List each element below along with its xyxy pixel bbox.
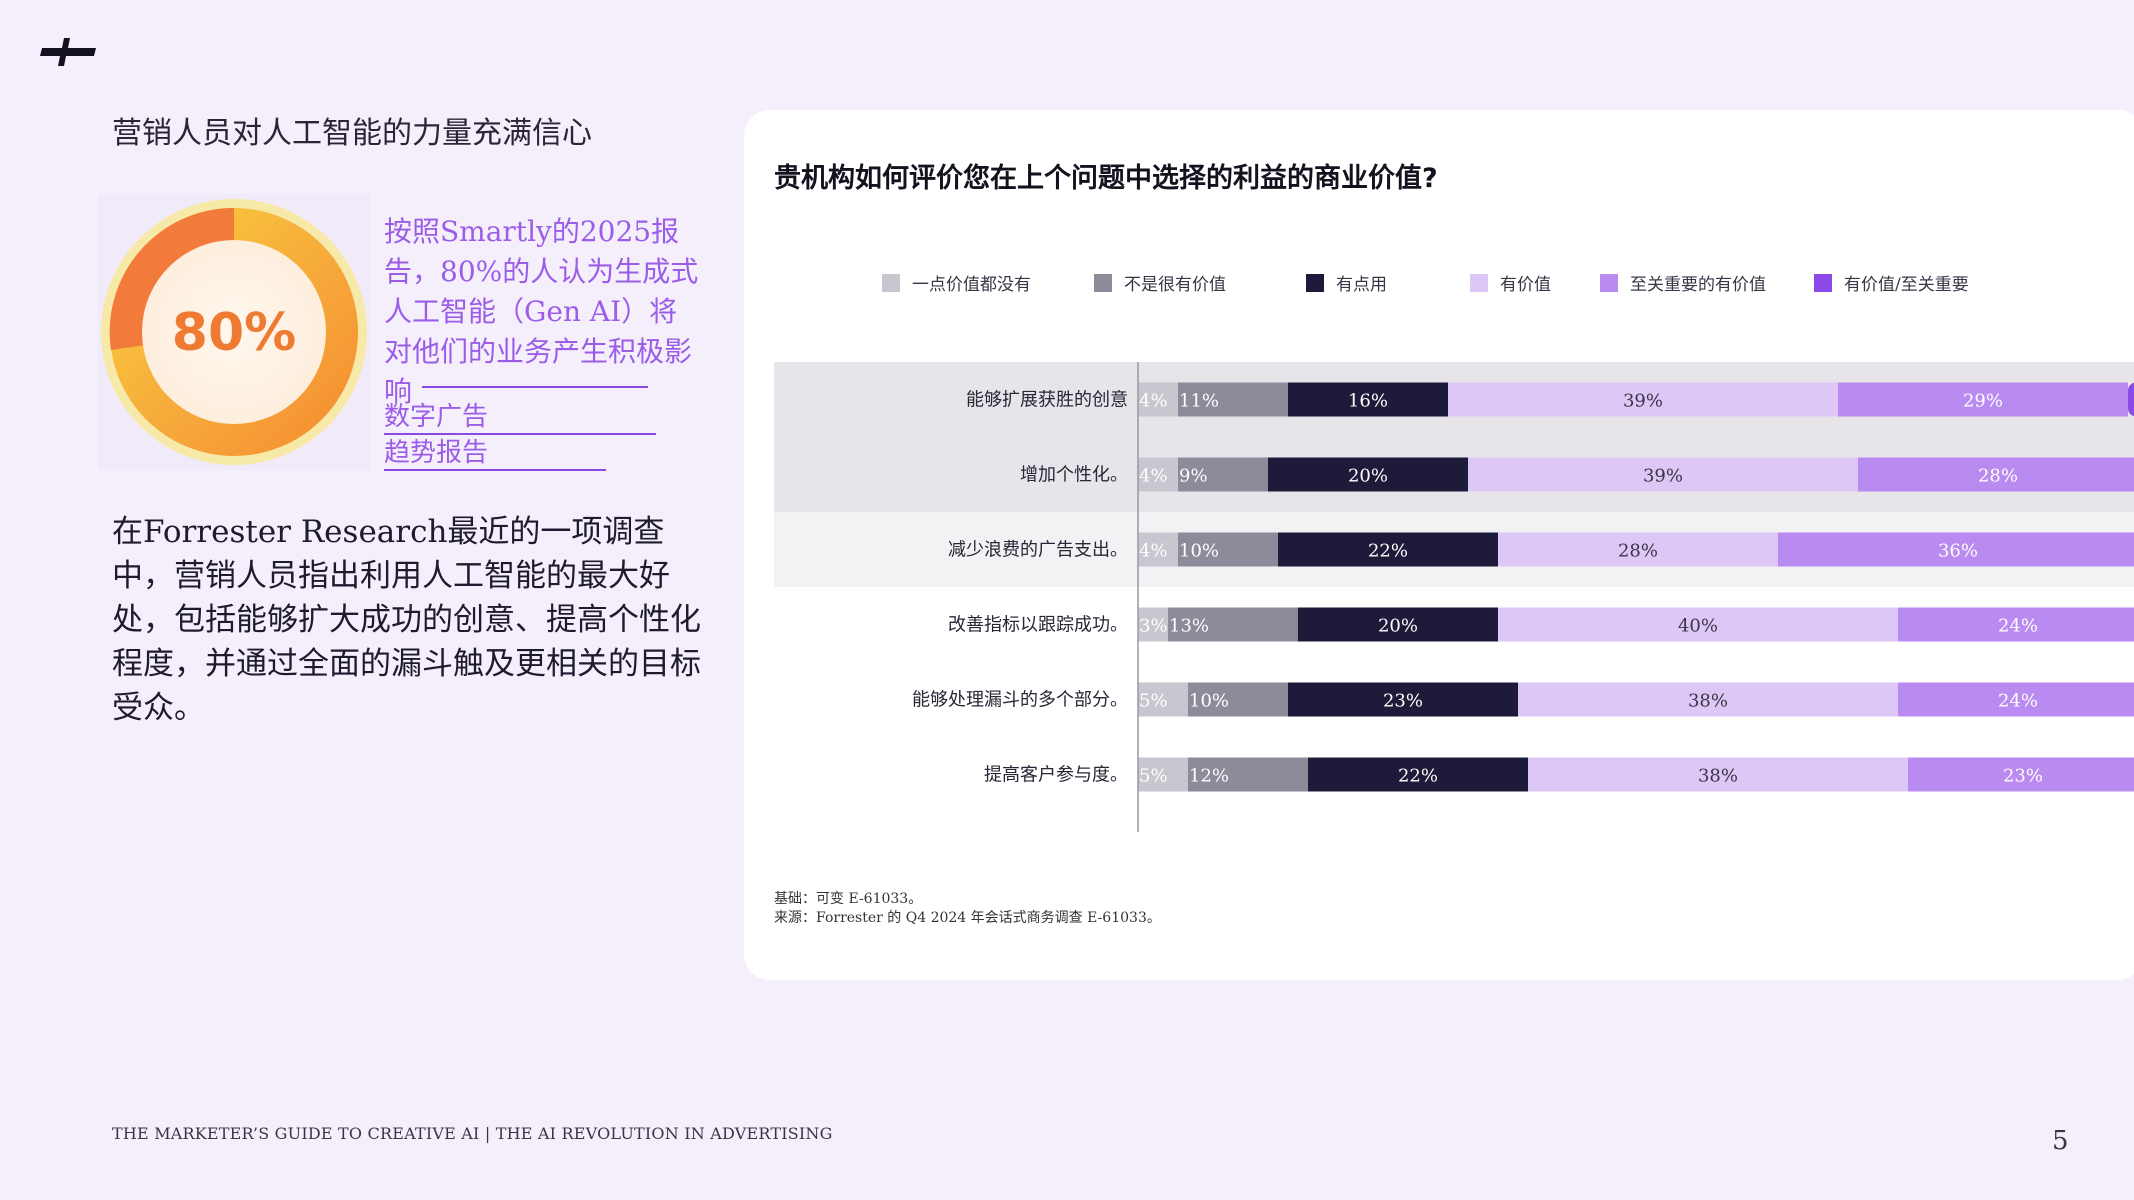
legend-label: 不是很有价值 [1124, 275, 1226, 295]
note-source: 来源：Forrester 的 Q4 2024 年会话式商务调查 E-61033。 [774, 910, 1161, 926]
data-label: 4% [1139, 541, 1168, 562]
bar-segment [1178, 457, 1268, 492]
bar-segment [1288, 382, 1448, 417]
category-label: 增加个性化。 [1020, 465, 1128, 486]
legend-swatch [882, 274, 900, 292]
bar-segment [1298, 607, 1498, 642]
data-label: 10% [1189, 691, 1229, 712]
data-label: 13% [1169, 616, 1209, 637]
legend-label: 有点用 [1336, 275, 1387, 295]
legend-label: 有价值/至关重要 [1844, 275, 1969, 295]
brand-logo-icon [40, 38, 96, 66]
bar-segment [1858, 457, 2134, 492]
legend-swatch [1094, 274, 1112, 292]
bar-segment [1138, 382, 1178, 417]
bar-segment [1448, 382, 1838, 417]
data-label: 9% [1179, 466, 1208, 487]
legend-label: 至关重要的有价值 [1630, 275, 1766, 295]
bar-segment [1908, 757, 2134, 792]
data-label: 24% [1998, 616, 2038, 637]
legend-label: 有价值 [1500, 275, 1551, 295]
link-trend-report[interactable]: 趋势报告 [384, 432, 606, 471]
bar-segment [1188, 682, 1288, 717]
category-label: 能够扩展获胜的创意 [966, 390, 1128, 411]
data-label: 3% [1139, 616, 1168, 637]
legend-swatch [1470, 274, 1488, 292]
bar-segment [1518, 682, 1898, 717]
bar-segment [1178, 382, 1288, 417]
chart-title: 贵机构如何评价您在上个问题中选择的利益的商业价值? [774, 163, 1438, 194]
chart-notes: 基础：可变 E-61033。 来源：Forrester 的 Q4 2024 年会… [774, 890, 1161, 928]
data-label: 38% [1698, 766, 1738, 787]
bar-segment [1178, 532, 1278, 567]
bar-segment [1778, 532, 2134, 567]
category-label: 减少浪费的广告支出。 [948, 540, 1128, 561]
data-label: 28% [1978, 466, 2018, 487]
legend-swatch [1814, 274, 1832, 292]
bar-segment [1898, 682, 2134, 717]
footer-text: THE MARKETER’S GUIDE TO CREATIVE AI | TH… [112, 1124, 833, 1143]
data-label: 4% [1139, 466, 1168, 487]
category-label: 能够处理漏斗的多个部分。 [912, 690, 1128, 711]
data-label: 40% [1678, 616, 1718, 637]
stat-value: 80% [172, 303, 296, 363]
bar-segment [1528, 757, 1908, 792]
bar-segment [1898, 607, 2134, 642]
legend-swatch [1306, 274, 1324, 292]
data-label: 12% [1189, 766, 1229, 787]
data-label: 11% [1179, 391, 1219, 412]
note-base: 基础：可变 E-61033。 [774, 891, 923, 907]
category-label: 提高客户参与度。 [984, 765, 1128, 786]
bar-segment [1138, 682, 1188, 717]
data-label: 23% [1383, 691, 1423, 712]
data-label: 22% [1368, 541, 1408, 562]
data-label: 20% [1378, 616, 1418, 637]
stat-description: 按照Smartly的2025报告，80%的人认为生成式人工智能（Gen AI）将… [384, 215, 699, 408]
data-label: 38% [1688, 691, 1728, 712]
legend-swatch [1600, 274, 1618, 292]
section-title: 营销人员对人工智能的力量充满信心 [112, 116, 592, 151]
data-label: 10% [1179, 541, 1219, 562]
bar-segment [1138, 532, 1178, 567]
data-label: 5% [1139, 691, 1168, 712]
data-label: 39% [1623, 391, 1663, 412]
data-label: 24% [1998, 691, 2038, 712]
bar-segment [2128, 382, 2134, 417]
data-label: 4% [1139, 391, 1168, 412]
bar-segment [1498, 607, 1898, 642]
body-paragraph: 在Forrester Research最近的一项调查中，营销人员指出利用人工智能… [112, 514, 701, 726]
page-number: 5 [2052, 1126, 2069, 1156]
data-label: 20% [1348, 466, 1388, 487]
link-digital-ads[interactable]: 数字广告 [384, 396, 656, 435]
bar-segment [1138, 607, 1168, 642]
bar-segment [1838, 382, 2128, 417]
bar-segment [1288, 682, 1518, 717]
data-label: 29% [1963, 391, 2003, 412]
bar-segment [1468, 457, 1858, 492]
data-label: 39% [1643, 466, 1683, 487]
bar-segment [1168, 607, 1298, 642]
stat-divider [422, 386, 648, 388]
data-label: 5% [1139, 766, 1168, 787]
bar-segment [1498, 532, 1778, 567]
bar-segment [1138, 757, 1188, 792]
bar-segment [1268, 457, 1468, 492]
data-label: 23% [2003, 766, 2043, 787]
bar-segment [1188, 757, 1308, 792]
data-label: 22% [1398, 766, 1438, 787]
bar-segment [1138, 457, 1178, 492]
data-label: 16% [1348, 391, 1388, 412]
legend-label: 一点价值都没有 [912, 275, 1031, 295]
data-label: 28% [1618, 541, 1658, 562]
bar-segment [1308, 757, 1528, 792]
category-label: 改善指标以跟踪成功。 [948, 615, 1128, 636]
data-label: 36% [1938, 541, 1978, 562]
stat-donut: 80% [98, 194, 370, 470]
bar-segment [1278, 532, 1498, 567]
